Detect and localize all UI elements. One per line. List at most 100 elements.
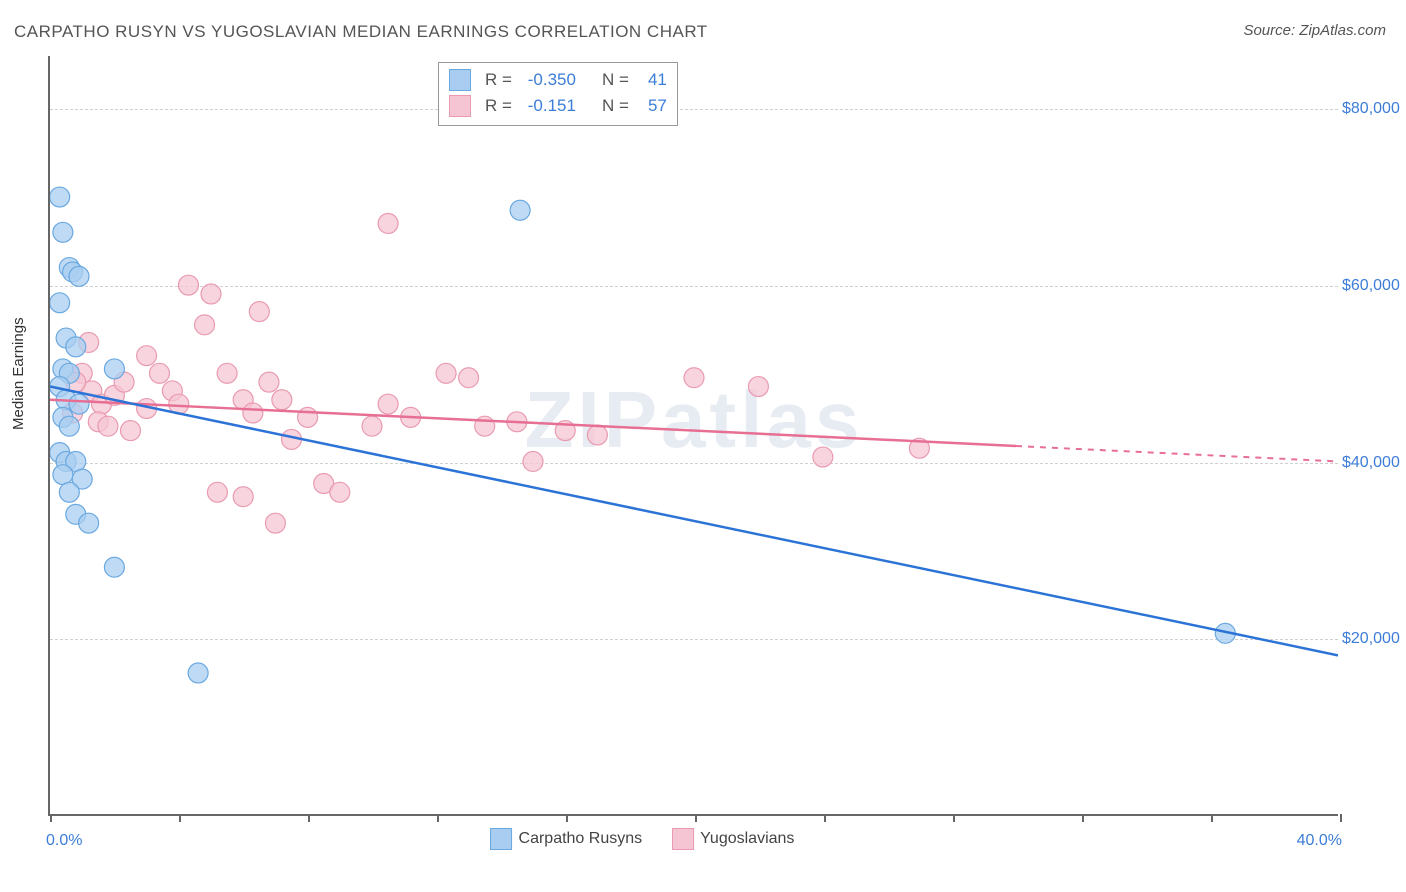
x-tick (566, 814, 568, 822)
data-point (436, 363, 456, 383)
legend-item-1: Carpatho Rusyns (491, 828, 643, 850)
data-point (378, 394, 398, 414)
data-point (72, 469, 92, 489)
x-tick (179, 814, 181, 822)
plot-area: ZIPatlas $20,000$40,000$60,000$80,000 0.… (48, 56, 1338, 816)
data-point (72, 363, 92, 383)
data-point (169, 394, 189, 414)
data-point (233, 487, 253, 507)
x-tick (50, 814, 52, 822)
data-point (162, 381, 182, 401)
data-point (510, 200, 530, 220)
r-label: R = (485, 96, 512, 116)
data-point (79, 513, 99, 533)
n-label: N = (602, 96, 629, 116)
legend-label: Carpatho Rusyns (519, 830, 643, 848)
data-point (63, 262, 83, 282)
data-point (104, 557, 124, 577)
data-point (79, 332, 99, 352)
data-point (56, 451, 76, 471)
data-point (69, 394, 89, 414)
data-point (137, 346, 157, 366)
data-point (217, 363, 237, 383)
gridline (50, 463, 1338, 464)
data-point (475, 416, 495, 436)
data-point (813, 447, 833, 467)
square-swatch-icon (672, 828, 694, 850)
r-value: -0.151 (520, 96, 576, 116)
data-point (137, 399, 157, 419)
data-point (265, 513, 285, 533)
data-point (314, 474, 334, 494)
data-point (56, 328, 76, 348)
data-point (201, 284, 221, 304)
data-point (104, 385, 124, 405)
data-point (362, 416, 382, 436)
stats-legend-box: R = -0.350 N = 41 R = -0.151 N = 57 (438, 62, 678, 126)
trend-line (50, 400, 1016, 446)
data-point (243, 403, 263, 423)
data-point (149, 363, 169, 383)
data-point (282, 429, 302, 449)
trend-line-extrapolated (1016, 446, 1338, 461)
watermark-text: ZIPatlas (525, 374, 864, 466)
data-point (66, 451, 86, 471)
data-point (233, 390, 253, 410)
y-tick-label: $80,000 (1342, 100, 1406, 118)
square-swatch-icon (491, 828, 513, 850)
data-point (50, 377, 70, 397)
data-point (88, 412, 108, 432)
chart-svg (50, 56, 1338, 814)
x-tick (308, 814, 310, 822)
data-point (249, 302, 269, 322)
data-point (121, 421, 141, 441)
data-point (401, 407, 421, 427)
data-point (66, 337, 86, 357)
data-point (330, 482, 350, 502)
data-point (59, 482, 79, 502)
data-point (59, 363, 79, 383)
r-label: R = (485, 70, 512, 90)
legend-item-2: Yugoslavians (672, 828, 794, 850)
x-tick (1211, 814, 1213, 822)
stats-row-series-1: R = -0.350 N = 41 (449, 67, 667, 93)
data-point (523, 451, 543, 471)
data-point (684, 368, 704, 388)
r-value: -0.350 (520, 70, 576, 90)
data-point (50, 187, 70, 207)
data-point (272, 390, 292, 410)
data-point (207, 482, 227, 502)
data-point (114, 372, 134, 392)
n-value: 57 (637, 96, 667, 116)
data-point (748, 377, 768, 397)
x-tick (953, 814, 955, 822)
y-axis-label: Median Earnings (10, 317, 27, 430)
data-point (555, 421, 575, 441)
gridline (50, 639, 1338, 640)
legend-label: Yugoslavians (700, 830, 794, 848)
data-point (53, 359, 73, 379)
y-tick-label: $40,000 (1342, 454, 1406, 472)
data-point (1215, 623, 1235, 643)
n-value: 41 (637, 70, 667, 90)
data-point (53, 222, 73, 242)
data-point (98, 416, 118, 436)
stats-row-series-2: R = -0.151 N = 57 (449, 93, 667, 119)
gridline (50, 109, 1338, 110)
x-tick (1340, 814, 1342, 822)
data-point (50, 443, 70, 463)
x-tick (1082, 814, 1084, 822)
bottom-legend: Carpatho Rusyns Yugoslavians (491, 828, 795, 850)
data-point (66, 372, 86, 392)
data-point (63, 403, 83, 423)
gridline (50, 286, 1338, 287)
data-point (59, 416, 79, 436)
y-tick-label: $60,000 (1342, 277, 1406, 295)
y-tick-label: $20,000 (1342, 630, 1406, 648)
data-point (459, 368, 479, 388)
x-tick (824, 814, 826, 822)
data-point (82, 381, 102, 401)
data-point (298, 407, 318, 427)
trend-line (50, 387, 1338, 656)
x-axis-max-label: 40.0% (1297, 832, 1342, 850)
